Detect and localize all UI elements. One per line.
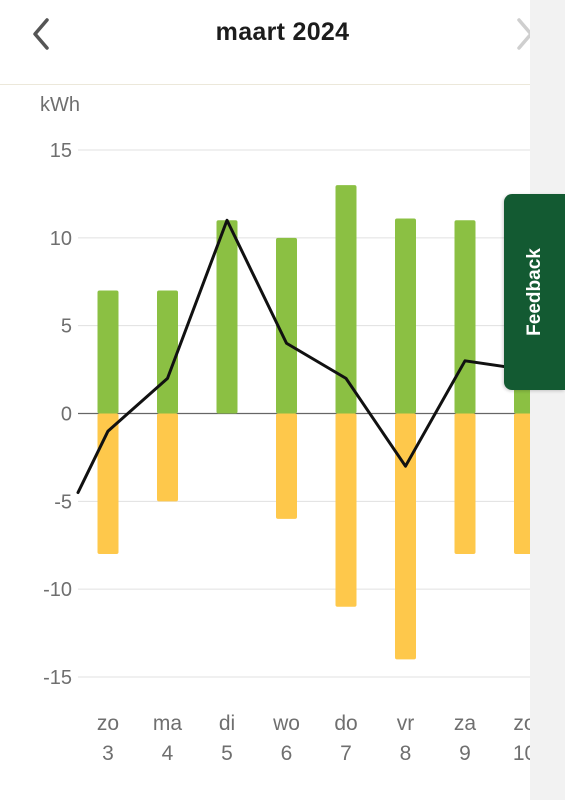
x-tick-date: 8 (400, 742, 412, 765)
month-header: maart 2024 (0, 0, 533, 85)
x-tick-day: zo (513, 712, 530, 735)
positive-bar (276, 237, 297, 414)
feedback-label: Feedback (523, 248, 545, 336)
chevron-left-icon (33, 18, 49, 50)
y-tick-label: 5 (61, 316, 72, 338)
negative-bar (276, 413, 297, 519)
negative-bar (157, 413, 178, 502)
negative-bar (395, 413, 416, 660)
negative-bar (514, 413, 530, 555)
y-axis-unit-label: kWh (40, 94, 80, 116)
previous-month-button[interactable] (21, 14, 61, 54)
negative-bar (97, 413, 119, 555)
y-tick-label: 0 (61, 404, 72, 426)
x-tick-day: vr (397, 712, 415, 735)
positive-bar (97, 290, 119, 414)
net-line (76, 218, 526, 495)
negative-bar (454, 413, 476, 555)
x-tick-day: ma (153, 712, 182, 735)
x-tick-date: 10 (513, 742, 530, 765)
x-tick-date: 6 (281, 742, 293, 765)
positive-bar (216, 220, 238, 414)
positive-bar (454, 220, 476, 414)
y-tick-label: -5 (54, 491, 72, 513)
y-tick-label: 10 (50, 228, 72, 250)
x-tick-date: 3 (102, 742, 114, 765)
positive-bar (395, 218, 416, 414)
feedback-button[interactable]: Feedback (504, 194, 565, 390)
side-panel (530, 0, 565, 800)
month-title: maart 2024 (215, 18, 350, 46)
x-tick-date: 5 (221, 742, 233, 765)
positive-bar (157, 290, 178, 414)
x-tick-day: wo (272, 712, 300, 735)
positive-bar (335, 185, 357, 414)
x-tick-day: za (454, 712, 477, 735)
y-tick-label: -10 (43, 579, 72, 601)
x-tick-day: do (334, 712, 357, 735)
x-tick-date: 4 (162, 742, 174, 765)
x-tick-day: zo (97, 712, 119, 735)
x-tick-date: 9 (459, 742, 471, 765)
x-tick-day: di (219, 712, 235, 735)
x-tick-date: 7 (340, 742, 352, 765)
negative-bar (335, 413, 357, 607)
y-tick-label: -15 (43, 667, 72, 689)
energy-chart: kWh 15 10 5 0 -5 -10 -15 zo 3 ma 4 di 5 wo 6 do 7 vr 8 za 9… (40, 94, 530, 765)
y-tick-label: 15 (50, 140, 72, 162)
